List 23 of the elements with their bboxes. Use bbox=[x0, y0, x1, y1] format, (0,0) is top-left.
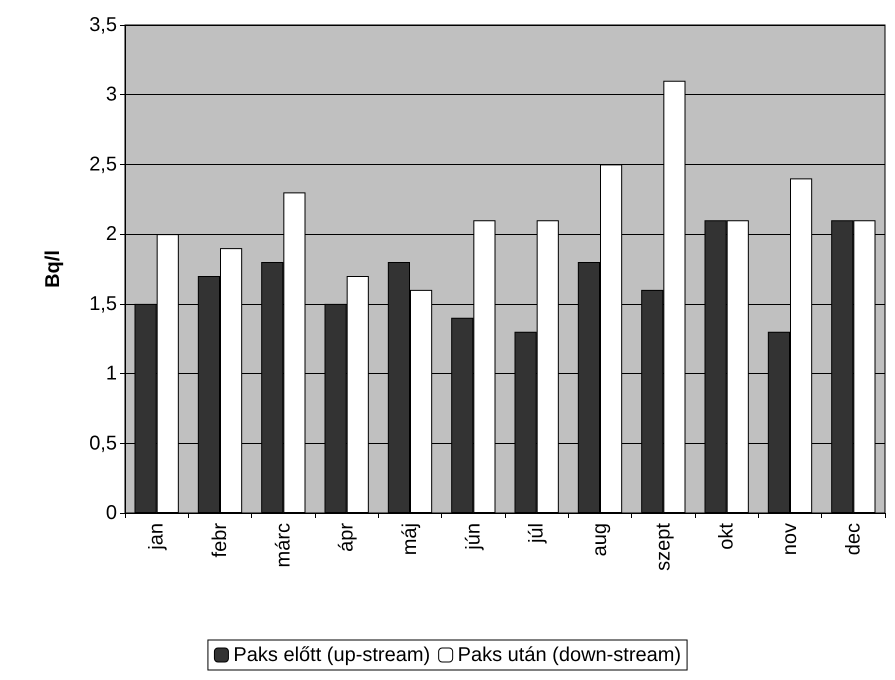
y-tick-label: 2 bbox=[106, 223, 117, 246]
x-tick-label: okt bbox=[716, 522, 738, 550]
y-tick-label: 3 bbox=[106, 84, 117, 106]
x-tick-label: júl bbox=[526, 523, 548, 544]
y-tick-label: 2,5 bbox=[89, 153, 117, 176]
x-tick-label: jan bbox=[146, 523, 168, 551]
x-tick-label: ápr bbox=[336, 522, 358, 552]
x-tick-label: aug bbox=[589, 523, 611, 556]
x-tick-label: márc bbox=[272, 523, 294, 568]
legend-label: Paks után (down-stream) bbox=[458, 644, 682, 666]
x-tick-label: jún bbox=[462, 523, 484, 551]
legend-label: Paks előtt (up-stream) bbox=[233, 644, 430, 666]
x-tick-label: szept bbox=[652, 522, 674, 571]
y-tick-label: 1,5 bbox=[89, 292, 117, 315]
y-tick-label: 0,5 bbox=[89, 432, 117, 454]
y-axis-title: Bq/l bbox=[42, 250, 64, 288]
y-tick-label: 3,5 bbox=[89, 14, 117, 36]
x-tick-label: nov bbox=[779, 523, 801, 556]
y-tick-label: 0 bbox=[106, 502, 117, 524]
x-tick-label: dec bbox=[842, 523, 864, 556]
x-tick-label: máj bbox=[399, 523, 421, 556]
x-tick-label: febr bbox=[209, 522, 231, 558]
y-tick-label: 1 bbox=[106, 362, 117, 385]
